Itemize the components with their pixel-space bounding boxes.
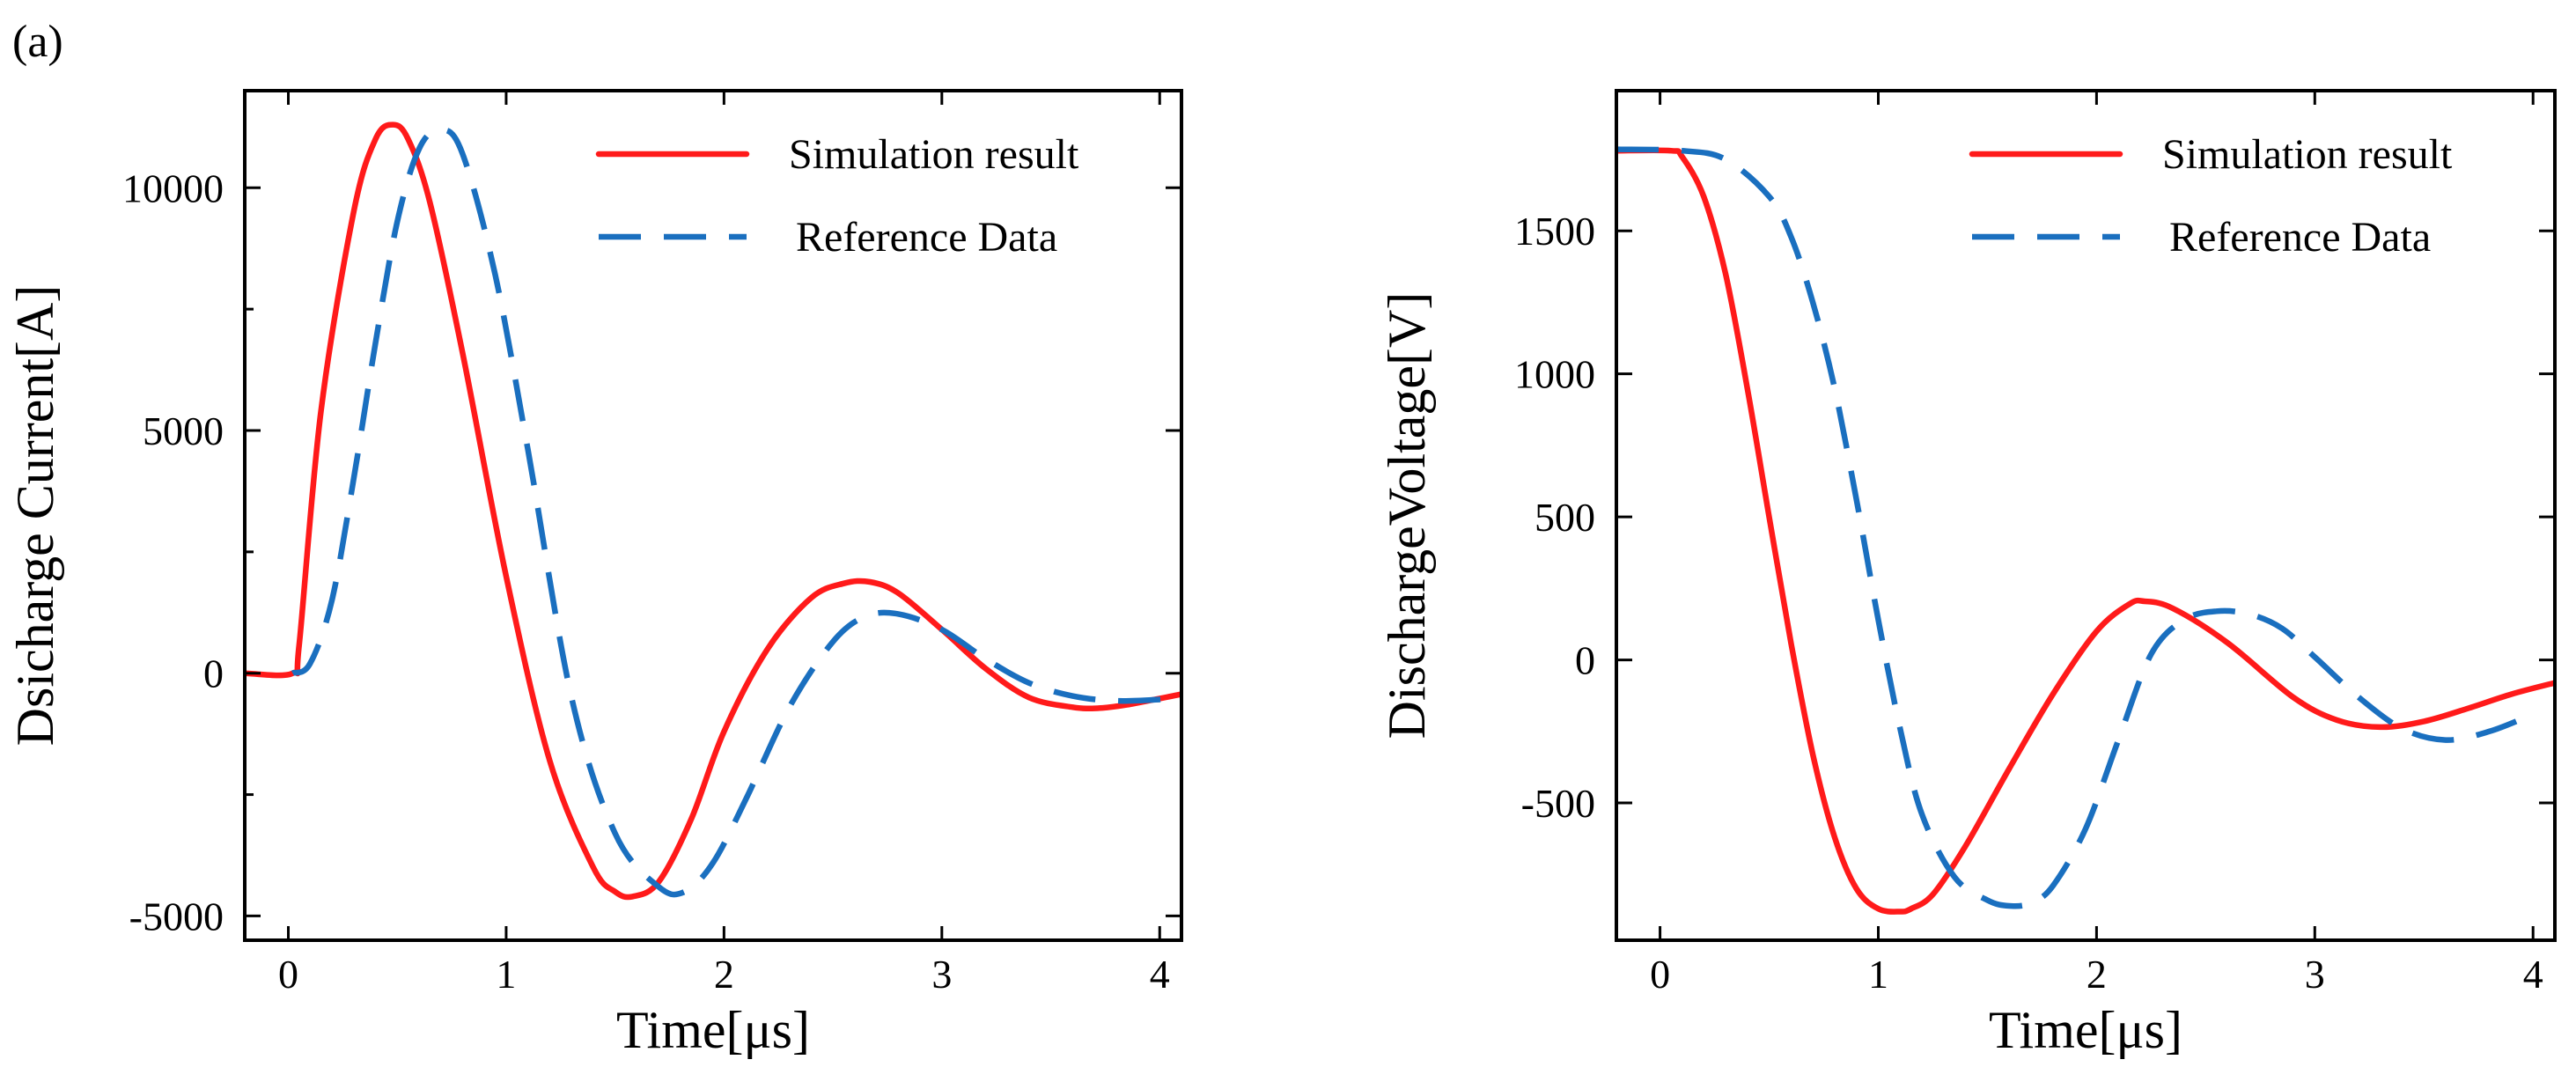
y-tick-label: 5000 (143, 408, 224, 453)
plot-frame (1615, 89, 2557, 942)
x-axis-title: Time[μs] (1989, 1001, 2182, 1059)
plot-frame (243, 89, 1183, 942)
y-tick-label: 500 (1535, 495, 1595, 540)
y-tick-label: -5000 (129, 894, 224, 938)
simulation-series-line (1616, 147, 2555, 915)
simulation-series-line (245, 121, 1181, 901)
x-tick-label: 0 (1650, 952, 1670, 997)
current-chart: 0 1 2 3 4 -5000 0 5000 10000 Time[μs] Dsicharge Cu… (6, 89, 1183, 1059)
x-tick-label: 4 (2523, 952, 2543, 997)
y-tick-label: 0 (1575, 638, 1595, 683)
legend-label: Simulation result (2162, 131, 2453, 178)
reference-series-line (1616, 146, 2535, 909)
y-tick-label: 1000 (1514, 352, 1595, 397)
x-tick-label: 3 (2305, 952, 2325, 997)
y-tick-label: 10000 (122, 166, 224, 210)
legend-label: Simulation result (789, 131, 1079, 178)
x-tick-label: 3 (931, 952, 952, 997)
x-tick-label: 2 (714, 952, 734, 997)
panel-label: (a) (12, 17, 63, 67)
y-axis-title: Dsicharge Current[A] (6, 285, 64, 747)
y-axis-title: DischargeVoltage[V] (1378, 292, 1436, 740)
reference-series-line (291, 126, 1181, 898)
x-tick-label: 0 (278, 952, 298, 997)
x-tick-label: 1 (1868, 952, 1888, 997)
y-tick-label: 1500 (1514, 209, 1595, 254)
x-tick-label: 4 (1150, 952, 1170, 997)
x-tick-label: 1 (496, 952, 516, 997)
legend-label: Reference Data (796, 214, 1057, 261)
x-tick-label: 2 (2087, 952, 2107, 997)
y-tick-label: -500 (1521, 781, 1595, 826)
y-tick-label: 0 (203, 651, 224, 696)
legend-label: Reference Data (2169, 214, 2431, 261)
voltage-chart: 0 1 2 3 4 -500 0 500 1000 1500 Time[μs] DischargeVo… (1378, 89, 2557, 1059)
x-axis-title: Time[μs] (616, 1001, 810, 1059)
